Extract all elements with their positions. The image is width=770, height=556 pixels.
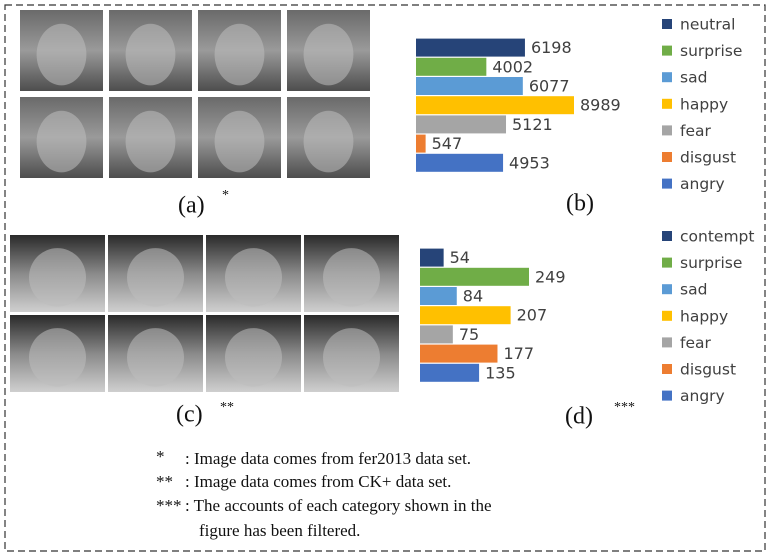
- photo-grids: [10, 10, 399, 392]
- legend-label: contempt: [680, 228, 754, 246]
- legend-label: angry: [680, 175, 725, 193]
- panel-label: (c): [176, 402, 203, 428]
- legend-swatch: [662, 152, 672, 162]
- value-label: 54: [450, 248, 470, 267]
- note-text: : Image data comes from fer2013 data set…: [185, 449, 471, 468]
- value-label: 75: [459, 325, 479, 344]
- legend-swatch: [662, 231, 672, 241]
- dashed-border: [4, 4, 766, 552]
- legend-swatch: [662, 337, 672, 348]
- legend-label: sad: [680, 281, 707, 299]
- bar: [416, 134, 426, 153]
- bar: [416, 96, 574, 115]
- face: [225, 248, 282, 307]
- panel-mark: ***: [614, 400, 635, 415]
- bar: [416, 57, 487, 76]
- legend-label: disgust: [680, 361, 736, 379]
- legend-swatch: [662, 310, 672, 321]
- legend-swatch: [662, 19, 672, 29]
- face: [125, 23, 176, 86]
- bar: [420, 287, 457, 305]
- face: [36, 110, 87, 173]
- face: [29, 248, 86, 307]
- note-mark: *: [156, 447, 165, 466]
- legend-swatch: [662, 72, 672, 83]
- value-label: 6198: [531, 38, 572, 57]
- bar: [420, 325, 453, 344]
- bar: [420, 267, 529, 286]
- legend-swatch: [662, 257, 672, 268]
- legend-label: fear: [680, 334, 711, 352]
- note-mark: **: [156, 472, 173, 491]
- legend-swatch: [662, 284, 672, 295]
- value-label: 8989: [580, 96, 621, 115]
- value-label: 177: [503, 344, 534, 363]
- legend-swatch: [662, 125, 672, 136]
- face: [127, 248, 184, 307]
- bar: [420, 306, 511, 325]
- value-label: 135: [485, 363, 516, 382]
- note-text: : Image data comes from CK+ data set.: [185, 472, 451, 491]
- face: [303, 110, 354, 173]
- value-label: 4002: [492, 57, 533, 76]
- face: [125, 110, 176, 173]
- value-label: 6077: [529, 77, 570, 96]
- value-label: 4953: [509, 153, 550, 172]
- bar: [420, 363, 480, 382]
- face: [29, 328, 86, 387]
- legend-label: happy: [680, 95, 728, 113]
- legend-label: disgust: [680, 149, 736, 167]
- panel-label: (a): [178, 193, 205, 219]
- panel-mark: **: [220, 400, 234, 415]
- value-label: 547: [432, 134, 463, 153]
- face: [323, 328, 380, 387]
- bar: [416, 153, 504, 172]
- legend-swatch: [662, 364, 672, 374]
- value-label: 249: [535, 267, 566, 286]
- legend-swatch: [662, 45, 672, 56]
- note-mark: ***: [156, 496, 182, 515]
- legend-label: angry: [680, 387, 725, 405]
- face: [303, 23, 354, 86]
- panel-mark: *: [222, 188, 229, 203]
- panel-label: (b): [566, 191, 594, 217]
- bar: [416, 115, 507, 134]
- face: [225, 328, 282, 387]
- face: [214, 23, 265, 86]
- bar: [420, 344, 498, 363]
- legend-label: happy: [680, 307, 728, 325]
- legend-label: neutral: [680, 16, 735, 34]
- bar: [420, 248, 444, 267]
- face: [214, 110, 265, 173]
- legend-swatch: [662, 98, 672, 109]
- face: [323, 248, 380, 307]
- value-label: 207: [517, 306, 548, 325]
- legend-label: surprise: [680, 254, 742, 272]
- panel-label: (d): [565, 404, 593, 430]
- bar: [416, 77, 523, 95]
- legend-label: surprise: [680, 42, 742, 60]
- value-label: 84: [463, 287, 483, 306]
- legend-swatch: [662, 390, 672, 401]
- face: [127, 328, 184, 387]
- value-label: 5121: [512, 115, 553, 134]
- bar: [416, 38, 525, 57]
- note-text: figure has been filtered.: [199, 521, 360, 540]
- note-text: : The accounts of each category shown in…: [185, 496, 492, 515]
- legend-label: sad: [680, 69, 707, 87]
- face: [36, 23, 87, 86]
- legend-swatch: [662, 178, 672, 189]
- legend-label: fear: [680, 122, 711, 140]
